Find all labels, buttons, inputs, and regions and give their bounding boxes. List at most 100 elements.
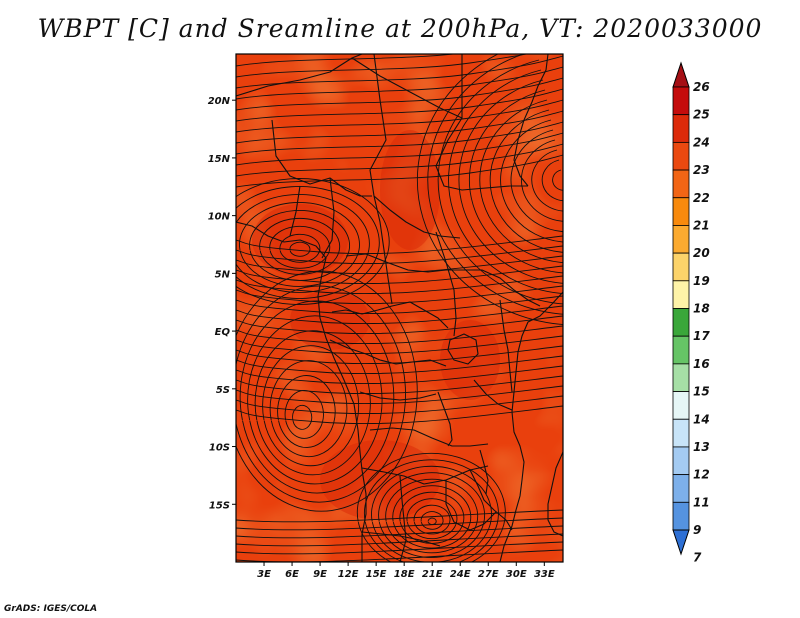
streamline: [284, 390, 324, 439]
madagascar-outline: [547, 451, 563, 537]
longitude-axis: 3E 6E 9E 12E 15E 18E 21E 24E 27E 30E 33E: [257, 562, 555, 580]
streamline: [392, 485, 472, 549]
streamline: [236, 54, 529, 78]
colorbar-label: 14: [693, 412, 710, 426]
lat-tick-label: 15S: [209, 500, 230, 511]
lon-tick-label: 27E: [478, 569, 499, 580]
colorbar-box: [672, 86, 690, 116]
colorbar-box: [672, 114, 690, 143]
streamline: [520, 139, 563, 222]
colorbar-label: 17: [693, 329, 710, 343]
streamline: [236, 285, 563, 305]
streamline: [399, 491, 465, 544]
colorbar-box: [672, 308, 690, 337]
colorbar-label: 11: [693, 495, 710, 509]
colorbar-label: 7: [693, 551, 702, 565]
lat-tick-label: 5N: [215, 269, 231, 280]
map-frame: [235, 53, 564, 563]
lat-tick-label: 15N: [208, 154, 231, 165]
streamline: [236, 121, 563, 155]
lat-tick-label: EQ: [215, 327, 231, 338]
colorbar-top-arrow: [672, 61, 690, 88]
streamline: [259, 217, 341, 275]
streamline: [448, 69, 563, 294]
colorbar-box: [672, 141, 690, 171]
streamline: [236, 295, 563, 315]
streamline: [236, 54, 458, 67]
streamline: [236, 315, 563, 335]
streamline: [292, 404, 313, 430]
streamline: [236, 154, 563, 188]
streamline: [236, 275, 563, 295]
streamline: [236, 355, 563, 375]
lon-tick-label: 18E: [394, 569, 415, 580]
streamline: [269, 360, 348, 458]
border-3: [435, 54, 528, 191]
border-16: [399, 475, 407, 562]
colorbar-box: [672, 363, 690, 392]
lon-tick-label: 21E: [422, 569, 443, 580]
warm-patch: [290, 290, 370, 350]
streamline: [531, 149, 563, 212]
colorbar-box: [672, 169, 690, 199]
streamline: [236, 66, 563, 100]
streamline: [458, 79, 563, 284]
border-19: [361, 531, 441, 547]
colorbar-box: [672, 391, 690, 420]
lat-tick-label: 5S: [216, 385, 230, 396]
lon-tick-label: 9E: [313, 569, 327, 580]
streamline: [364, 459, 499, 562]
colorbar-label: 12: [693, 468, 710, 482]
colorbar-label: 19: [693, 274, 710, 288]
streamline: [378, 472, 486, 558]
lon-tick-label: 6E: [285, 569, 299, 580]
lat-tick-label: 10N: [208, 212, 231, 223]
colorbar-box: [672, 252, 690, 282]
lon-tick-label: 12E: [338, 569, 359, 580]
streamline: [236, 235, 563, 255]
streamline: [479, 99, 563, 264]
colorbar: 26 25 24 23 22 21 20 19 18 17 16 15 14 13 12 11 9 7: [672, 61, 710, 565]
country-borders: [236, 54, 563, 562]
border-4: [369, 54, 461, 239]
grads-credit: GrADS: IGES/COLA: [4, 604, 98, 614]
colorbar-box: [672, 418, 690, 448]
coastline-red-sea: [513, 54, 549, 187]
streamline: [236, 143, 563, 177]
streamline: [356, 452, 506, 562]
streamline: [236, 186, 380, 299]
border-13: [435, 231, 457, 337]
colorbar-label: 15: [693, 385, 710, 399]
warm-patch: [320, 440, 440, 520]
border-14: [373, 195, 393, 305]
streamline: [236, 178, 390, 305]
border-8: [345, 253, 541, 307]
streamline: [541, 159, 563, 202]
border-17: [445, 480, 497, 531]
border-11: [359, 391, 437, 401]
streamline: [236, 541, 563, 555]
streamline: [468, 89, 563, 274]
streamline: [427, 517, 437, 525]
streamline: [277, 375, 336, 448]
lon-tick-label: 3E: [257, 569, 271, 580]
streamline: [236, 509, 563, 523]
colorbar-label: 9: [693, 523, 701, 537]
streamline: [420, 511, 444, 530]
colorbar-bottom-arrow: [672, 529, 690, 556]
streamline: [236, 525, 563, 539]
lake-victoria: [447, 333, 479, 365]
streamline: [236, 110, 563, 144]
colorbar-box: [672, 446, 690, 476]
lake-malawi: [479, 449, 489, 495]
coastline-west-africa: [236, 221, 367, 562]
streamline: [236, 405, 563, 425]
border-1: [236, 54, 363, 97]
colorbar-label: 18: [693, 302, 710, 316]
streamline: [236, 325, 563, 345]
colorbar-box: [672, 225, 690, 254]
warm-patch: [380, 130, 440, 250]
streamline: [239, 300, 395, 494]
streamline: [239, 201, 360, 287]
